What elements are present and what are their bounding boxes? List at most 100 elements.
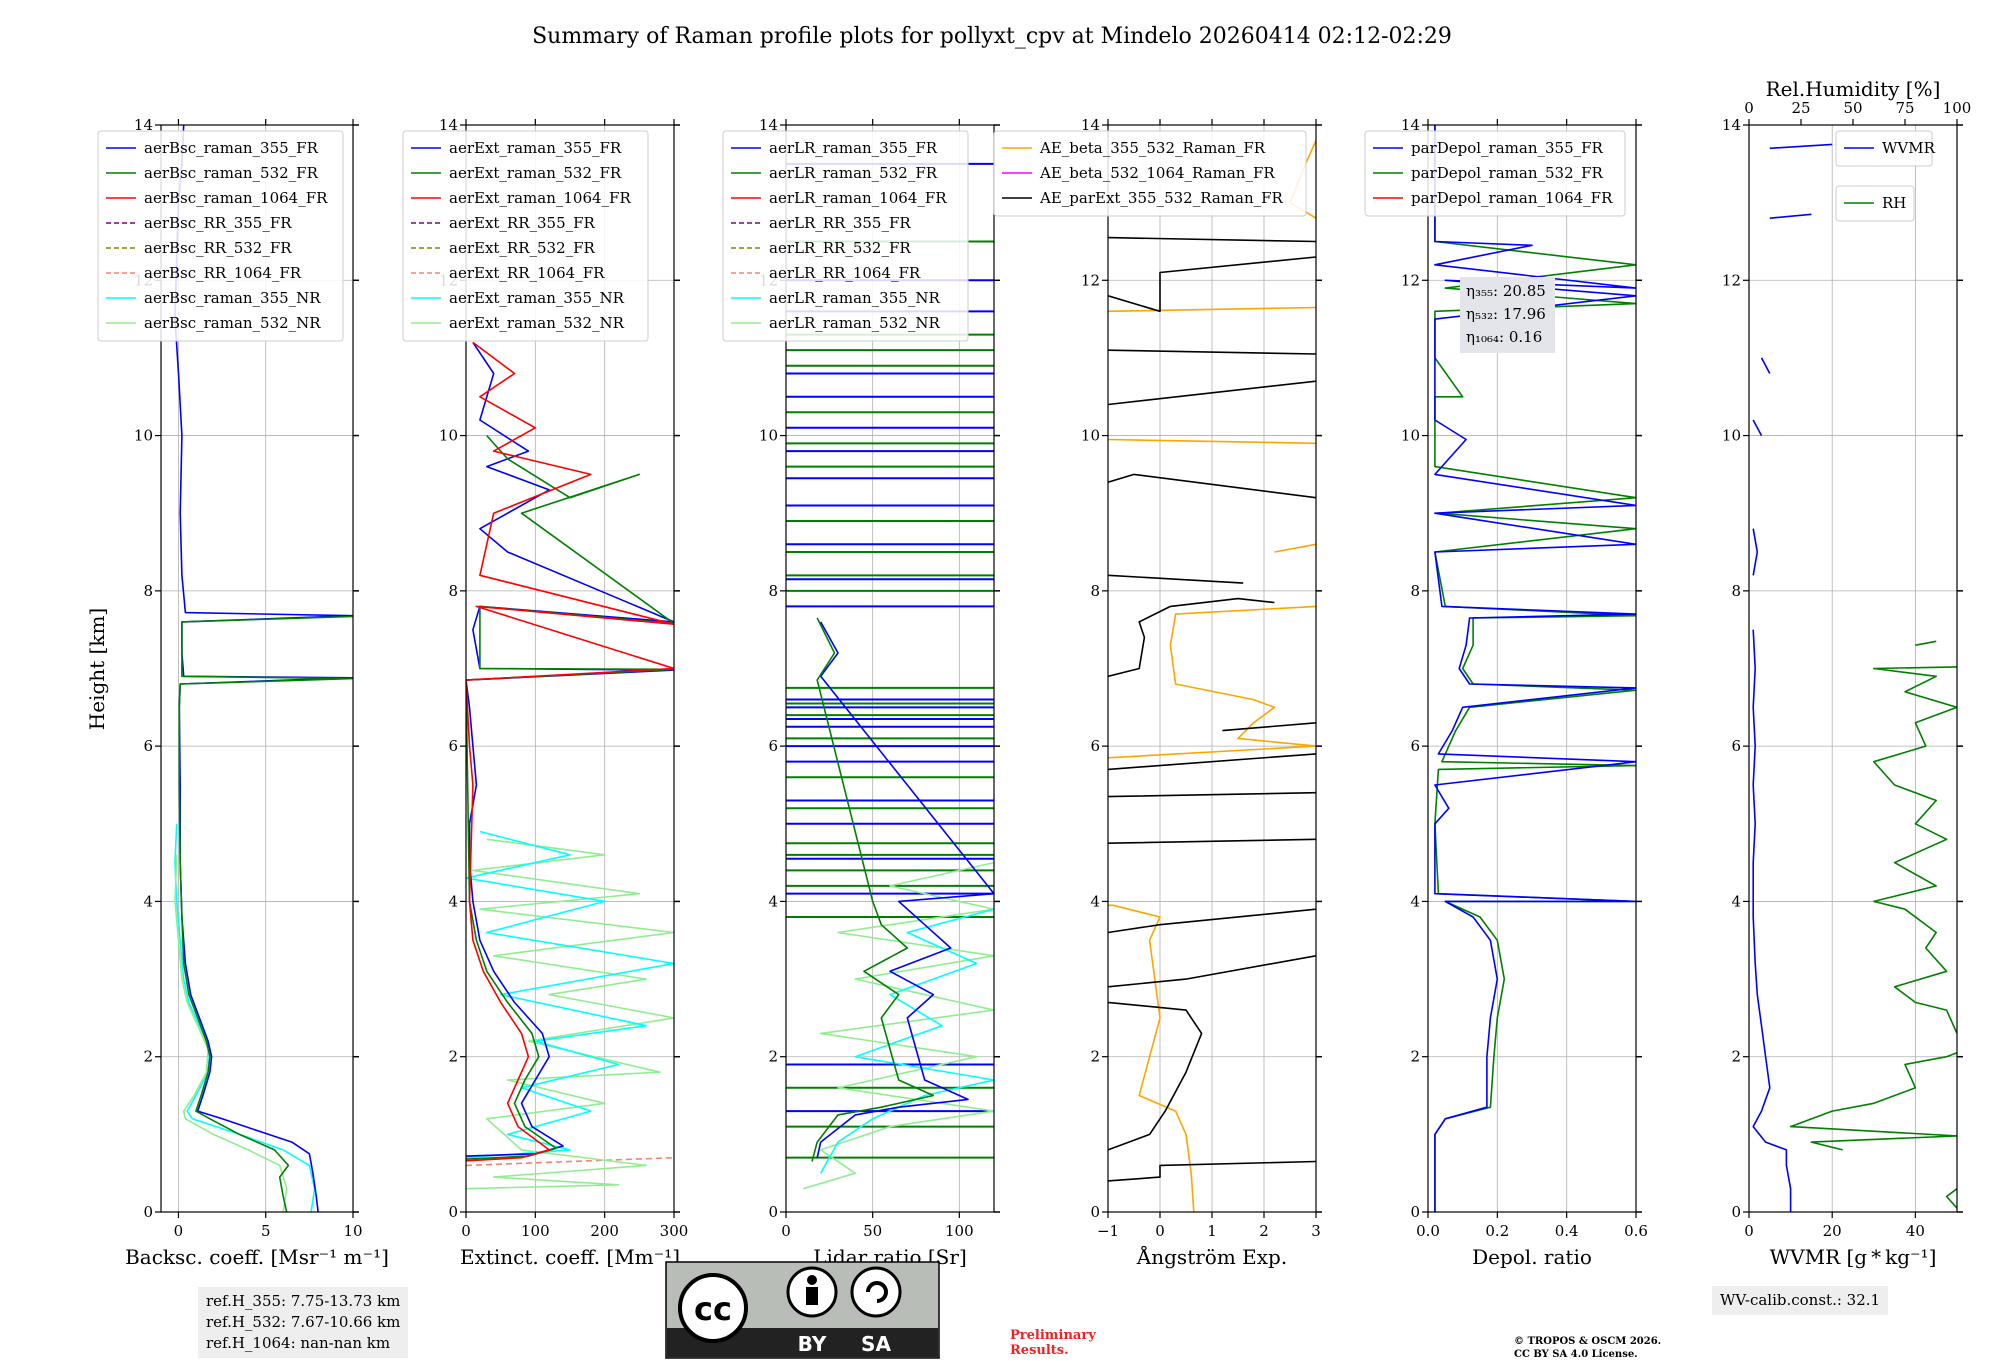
plot-area: [1753, 133, 1957, 1212]
legend-frame: [1364, 130, 1626, 217]
wv-calib-box: WV-calib.const.: 32.1: [1712, 1286, 1889, 1315]
y-tick-label: 10: [1401, 427, 1420, 445]
legend-label: aerExt_raman_355_NR: [449, 289, 625, 307]
eta-annotation: η₃₅₅: 20.85 η₅₃₂: 17.96 η₁₀₆₄: 0.16: [1460, 277, 1555, 353]
x-tick-label: 0: [174, 1222, 184, 1240]
series-aerLR_raman_355_FR: [816, 621, 994, 1158]
y-tick-label: 4: [143, 892, 153, 910]
y-tick-label: 2: [1731, 1048, 1741, 1066]
y-tick-label: 2: [1090, 1048, 1100, 1066]
series-AE_beta_355_532_Raman_FR: [1108, 140, 1316, 1212]
y-tick-label: 14: [1401, 116, 1420, 134]
top-tick-label: 75: [1895, 99, 1914, 117]
legend-box: aerLR_raman_355_FR aerLR_raman_532_FR aerL…: [722, 130, 969, 342]
page-title: Summary of Raman profile plots for polly…: [532, 24, 1452, 49]
y-tick-label: 8: [1090, 582, 1100, 600]
legend-label: aerBsc_RR_1064_FR: [144, 264, 302, 282]
x-tick-label: 10: [343, 1222, 362, 1240]
sa-share-icon: [850, 1266, 902, 1318]
axes-frame: [160, 124, 354, 1213]
y-tick-label: 4: [1090, 892, 1100, 910]
y-tick-label: 4: [768, 892, 778, 910]
x-axis-label: Backsc. coeff. [Msr⁻¹ m⁻¹]: [125, 1245, 389, 1269]
y-tick-label: 0: [143, 1203, 153, 1221]
top-tick-label: 0: [1744, 99, 1754, 117]
x-tick-label: 300: [660, 1222, 689, 1240]
wv-calib-text: WV-calib.const.: 32.1: [1720, 1291, 1881, 1309]
legend-label: aerExt_RR_532_FR: [449, 239, 596, 257]
cc-icon: [678, 1273, 748, 1343]
top-axis-label: Rel.Humidity [%]: [1766, 77, 1941, 101]
legend-frame: [1835, 185, 1915, 222]
legend-label: aerLR_raman_1064_FR: [769, 189, 947, 207]
x-tick-label: 100: [521, 1222, 550, 1240]
y-tick-label: 8: [768, 582, 778, 600]
legend-label: aerLR_RR_355_FR: [769, 214, 911, 232]
eta-box: [1460, 277, 1555, 353]
y-tick-label: 6: [1410, 737, 1420, 755]
axes-frame: [1427, 124, 1637, 1213]
legend-label: aerBsc_RR_355_FR: [144, 214, 292, 232]
legend-frame: [993, 130, 1307, 217]
cc-license-badge[interactable]: cc BY SA: [665, 1261, 940, 1359]
x-axis-label: Ångström Exp.: [1136, 1244, 1287, 1269]
y-tick-label: 8: [448, 582, 458, 600]
legend-label: aerBsc_raman_355_NR: [144, 289, 321, 307]
top-tick-label: 25: [1791, 99, 1810, 117]
legend-label: parDepol_raman_532_FR: [1411, 164, 1604, 182]
legend-label: aerExt_raman_1064_FR: [449, 189, 631, 207]
copyright-line-1: © TROPOS & OSCM 2026.: [1514, 1336, 1662, 1347]
legend-label: aerExt_raman_532_FR: [449, 164, 622, 182]
legend-label: AE_beta_532_1064_Raman_FR: [1039, 164, 1275, 182]
y-tick-label: 6: [1090, 737, 1100, 755]
legend-label: aerLR_raman_532_FR: [769, 164, 938, 182]
y-tick-label: 6: [143, 737, 153, 755]
legend-box: aerBsc_raman_355_FR aerBsc_raman_532_FRae…: [97, 130, 344, 342]
series-aerExt_raman_532_FR: [466, 435, 674, 1160]
copyright-line-2: CC BY SA 4.0 License.: [1514, 1349, 1638, 1360]
y-tick-label: 12: [1722, 271, 1741, 289]
series-aerBsc_raman_532_NR: [174, 854, 288, 1212]
legend-label: aerBsc_RR_532_FR: [144, 239, 292, 257]
y-tick-label: 2: [143, 1048, 153, 1066]
preliminary-note: Preliminary Results.: [1010, 1328, 1096, 1358]
series-aerLR_raman_532_FR: [811, 617, 935, 1162]
series-aerLR_raman_532_NR: [803, 861, 994, 1190]
series-aerExt_raman_532_NR: [466, 838, 674, 1190]
legend-frame: [1835, 130, 1933, 167]
x-axis-label: WVMR [g * kg⁻¹]: [1770, 1245, 1937, 1269]
refh-355-text: ref.H_355: 7.75-13.73 km: [206, 1292, 401, 1310]
y-tick-label: 10: [759, 427, 778, 445]
legend-box: AE_beta_355_532_Raman_FR AE_beta_532_1064…: [993, 130, 1307, 217]
legend-label: aerBsc_raman_532_FR: [144, 164, 319, 182]
panels-group: 051002468101214Backsc. coeff. [Msr⁻¹ m⁻¹…: [97, 77, 1971, 1269]
legend-label: aerLR_RR_1064_FR: [769, 264, 921, 282]
y-tick-label: 0: [1090, 1203, 1100, 1221]
y-tick-label: 12: [1081, 271, 1100, 289]
legend-label: aerBsc_raman_532_NR: [144, 314, 321, 332]
x-axis-label: Depol. ratio: [1472, 1245, 1592, 1269]
legend-box: aerExt_raman_355_FR aerExt_raman_532_FRae…: [402, 130, 649, 342]
y-tick-label: 10: [134, 427, 153, 445]
eta-532: η₅₃₂: 17.96: [1466, 305, 1546, 323]
legend-label: aerLR_RR_532_FR: [769, 239, 911, 257]
legend-frame: [722, 130, 969, 342]
x-axis-label: Extinct. coeff. [Mm⁻¹]: [460, 1245, 680, 1269]
y-tick-label: 2: [768, 1048, 778, 1066]
legend-frame: [97, 130, 344, 342]
preliminary-line-1: Preliminary: [1010, 1328, 1096, 1343]
legend-label: aerLR_raman_355_FR: [769, 139, 938, 157]
axes-frame: [465, 124, 675, 1213]
legend-box: parDepol_raman_355_FR parDepol_raman_532_…: [1364, 130, 1626, 217]
y-tick-label: 8: [1410, 582, 1420, 600]
legend-label: aerExt_RR_355_FR: [449, 214, 596, 232]
x-tick-label: 0: [1744, 1222, 1754, 1240]
series-aerLR_raman_355_NR: [820, 908, 994, 1174]
eta-355: η₃₅₅: 20.85: [1466, 282, 1546, 300]
y-tick-label: 0: [448, 1203, 458, 1221]
x-tick-label: 200: [590, 1222, 619, 1240]
y-tick-label: 4: [1731, 892, 1741, 910]
y-tick-label: 2: [448, 1048, 458, 1066]
y-tick-label: 6: [448, 737, 458, 755]
